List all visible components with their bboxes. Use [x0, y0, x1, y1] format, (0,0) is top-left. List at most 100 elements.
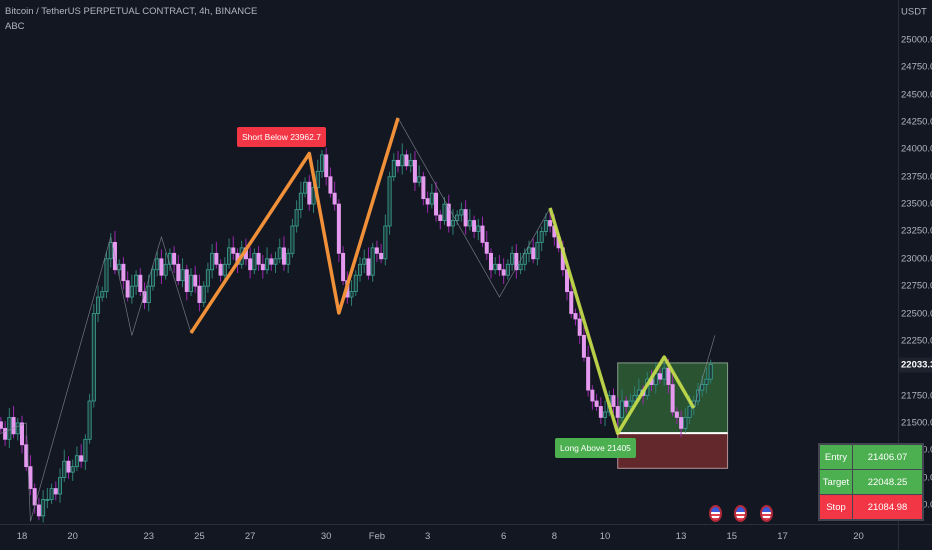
time-tick: 20: [853, 531, 864, 542]
candle-up: [117, 263, 122, 271]
price-tick: 24500.0: [901, 89, 932, 101]
candle-down: [3, 427, 8, 440]
candle-up: [408, 159, 413, 167]
candle-down: [480, 225, 485, 243]
candle-up: [362, 258, 367, 265]
time-tick: Feb: [368, 531, 386, 542]
candle-up: [687, 406, 692, 418]
us-flag-event-icon[interactable]: [759, 505, 773, 522]
candle-down: [611, 395, 616, 407]
candle-up: [294, 209, 299, 227]
price-tick: 24750.0: [901, 61, 932, 73]
price-unit: USDT: [901, 6, 927, 18]
stop-row: Stop 21084.98: [820, 495, 922, 519]
candle-up: [632, 395, 637, 402]
abc-yellow-pattern: [548, 207, 696, 436]
us-flag-event-icon[interactable]: [708, 505, 722, 522]
time-tick: 13: [675, 531, 687, 542]
candle-up: [188, 274, 193, 293]
candle-up: [45, 499, 50, 501]
candle-down: [501, 269, 506, 276]
price-tick: 22750.0: [901, 280, 932, 292]
candle-up: [417, 176, 422, 183]
candle-up: [129, 285, 134, 298]
time-tick: 25: [194, 531, 205, 542]
candle-down: [412, 159, 417, 183]
candle-down: [573, 313, 578, 320]
candle-down: [488, 252, 493, 271]
candle-down: [172, 252, 177, 265]
candle-down: [374, 247, 379, 254]
price-tick: 23000.0: [901, 253, 932, 265]
candle-down: [218, 263, 223, 276]
candle-up: [104, 258, 109, 293]
us-flag-event-icon[interactable]: [734, 505, 748, 522]
stop-label: Stop: [820, 495, 852, 519]
price-tick: 23750.0: [901, 171, 932, 183]
candle-up: [683, 417, 688, 429]
candle-up: [527, 247, 532, 254]
candle-up: [400, 154, 405, 167]
candle-down: [594, 400, 599, 407]
candle-down: [404, 154, 409, 167]
candle-down: [159, 258, 164, 276]
candle-down: [142, 291, 147, 303]
candle-down: [36, 504, 41, 517]
candle-up: [476, 225, 481, 232]
candle-down: [184, 269, 189, 293]
price-tick: 23500.0: [901, 198, 932, 210]
candle-up: [315, 170, 320, 189]
candle-up: [146, 285, 151, 303]
candle-down: [125, 280, 130, 298]
candle-down: [548, 220, 553, 227]
candle-up: [429, 192, 434, 205]
last-price-label: 22033.3: [899, 357, 932, 373]
candle-down: [53, 488, 58, 495]
trade-levels-table: Entry 21406.07 Target 22048.25 Stop 2108…: [818, 443, 924, 521]
target-value: 22048.25: [853, 470, 922, 494]
time-tick: 23: [143, 531, 155, 542]
candle-up: [180, 269, 185, 282]
candle-up: [311, 187, 316, 205]
candle-up: [543, 220, 548, 232]
candle-down: [66, 460, 71, 473]
candle-down: [193, 274, 198, 287]
abc-orange-pattern: [189, 117, 400, 334]
candle-down: [463, 209, 468, 227]
candle-up: [319, 154, 324, 172]
time-tick: 20: [67, 531, 78, 542]
candle-down: [269, 258, 274, 265]
candle-down: [497, 263, 502, 271]
target-label: Target: [820, 470, 852, 494]
candle-up: [74, 455, 79, 468]
candle-up: [662, 367, 667, 380]
candle-up: [619, 400, 624, 418]
candle-down: [324, 154, 329, 178]
candle-up: [150, 269, 155, 287]
candle-up: [383, 225, 388, 260]
candle-down: [598, 406, 603, 418]
candle-up: [518, 263, 523, 271]
price-tick: 22500.0: [901, 308, 932, 319]
candle-up: [700, 384, 705, 391]
candle-down: [484, 241, 489, 254]
candle-down: [624, 400, 629, 407]
candle-down: [332, 192, 337, 205]
candle-up: [91, 313, 96, 402]
candle-up: [15, 422, 20, 435]
candle-up: [100, 291, 105, 298]
time-tick: 27: [244, 531, 256, 542]
candle-down: [281, 247, 286, 265]
candle-up: [108, 241, 113, 260]
candle-up: [155, 258, 160, 271]
candle-down: [307, 181, 312, 205]
candle-up: [450, 220, 455, 227]
stop-value: 21084.98: [853, 495, 922, 519]
target-row: Target 22048.25: [820, 470, 922, 494]
candle-down: [679, 417, 684, 429]
candle-down: [379, 252, 384, 260]
candle-up: [349, 291, 354, 298]
candle-down: [214, 252, 219, 265]
candle-up: [83, 438, 88, 462]
